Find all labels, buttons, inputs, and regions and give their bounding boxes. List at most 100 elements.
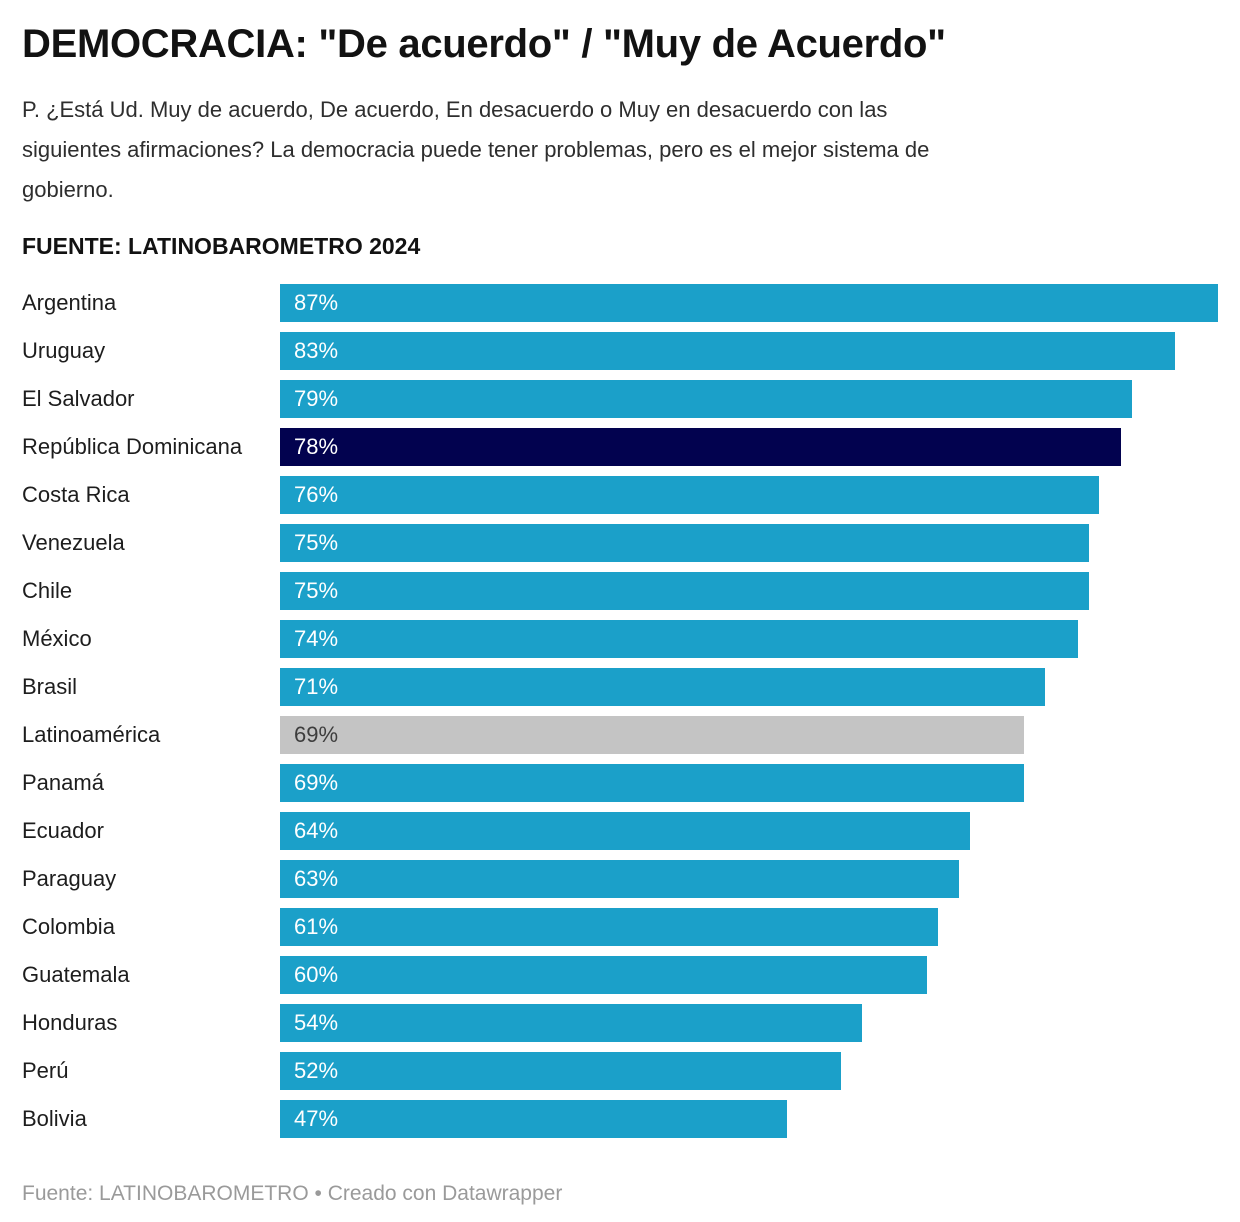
bar: 71% [280,668,1046,706]
category-label: Costa Rica [22,482,130,507]
value-label: 60% [294,962,339,987]
bar: 75% [280,524,1089,562]
bar-area: 78% [280,428,1218,466]
chart-rows: Argentina 87% Uruguay 83% El Salvador 79… [22,284,1218,1138]
chart-row: Paraguay 63% [22,860,1218,898]
bar: 69% [280,716,1024,754]
bar: 79% [280,380,1132,418]
category-label: Latinoamérica [22,722,161,747]
bar-area: 54% [280,1004,1218,1042]
chart-row: Latinoamérica 69% [22,716,1218,754]
value-label: 75% [294,578,339,603]
value-label: 47% [294,1106,339,1131]
bar: 52% [280,1052,841,1090]
value-label: 78% [294,434,339,459]
footer-credit: Fuente: LATINOBAROMETRO • Creado con Dat… [22,1182,563,1205]
chart-row: Guatemala 60% [22,956,1218,994]
category-label: Paraguay [22,866,117,891]
category-label: Brasil [22,674,78,699]
chart-row: Panamá 69% [22,764,1218,802]
bar: 75% [280,572,1089,610]
chart-row: Ecuador 64% [22,812,1218,850]
bar-area: 71% [280,668,1218,706]
bar-area: 64% [280,812,1218,850]
category-label: Perú [22,1058,69,1083]
value-label: 52% [294,1058,339,1083]
bar: 87% [280,284,1218,322]
bar-area: 76% [280,476,1218,514]
bar-area: 75% [280,524,1218,562]
category-label: Chile [22,578,73,603]
value-label: 71% [294,674,339,699]
category-label: República Dominicana [22,434,243,459]
value-label: 69% [294,770,339,795]
description-line: P. ¿Está Ud. Muy de acuerdo, De acuerdo,… [22,97,888,122]
chart-row: Uruguay 83% [22,332,1218,370]
description-line: gobierno. [22,177,114,202]
value-label: 64% [294,818,339,843]
chart-row: Colombia 61% [22,908,1218,946]
bar: 74% [280,620,1078,658]
category-label: El Salvador [22,386,135,411]
page-title: DEMOCRACIA: "De acuerdo" / "Muy de Acuer… [22,22,946,66]
chart-description: P. ¿Está Ud. Muy de acuerdo, De acuerdo,… [22,90,1218,210]
category-label: Colombia [22,914,115,939]
bar-area: 69% [280,764,1218,802]
bar-area: 83% [280,332,1218,370]
chart-row: Chile 75% [22,572,1218,610]
category-label: Honduras [22,1010,118,1035]
chart-row: Bolivia 47% [22,1100,1218,1138]
category-label: Guatemala [22,962,130,987]
value-label: 74% [294,626,339,651]
bar: 76% [280,476,1100,514]
bar-area: 63% [280,860,1218,898]
bar-area: 47% [280,1100,1218,1138]
description-line: siguientes afirmaciones? La democracia p… [22,137,930,162]
chart-row: México 74% [22,620,1218,658]
bar: 61% [280,908,938,946]
chart-row: Brasil 71% [22,668,1218,706]
chart-row: República Dominicana 78% [22,428,1218,466]
bar-area: 87% [280,284,1218,322]
bar-area: 74% [280,620,1218,658]
value-label: 63% [294,866,339,891]
value-label: 54% [294,1010,339,1035]
category-label: Venezuela [22,530,125,555]
bar: 63% [280,860,960,898]
value-label: 69% [294,722,339,747]
bar: 69% [280,764,1024,802]
chart-row: Venezuela 75% [22,524,1218,562]
value-label: 76% [294,482,339,507]
source-heading: FUENTE: LATINOBAROMETRO 2024 [22,233,421,259]
chart-row: Honduras 54% [22,1004,1218,1042]
category-label: Argentina [22,290,117,315]
value-label: 87% [294,290,339,315]
bar: 83% [280,332,1175,370]
category-label: Ecuador [22,818,104,843]
chart-row: El Salvador 79% [22,380,1218,418]
bar: 54% [280,1004,863,1042]
bar: 64% [280,812,971,850]
value-label: 75% [294,530,339,555]
bar: 47% [280,1100,787,1138]
category-label: Panamá [22,770,104,795]
value-label: 79% [294,386,339,411]
bar-chart: Argentina 87% Uruguay 83% El Salvador 79… [22,284,1218,1138]
value-label: 61% [294,914,339,939]
bar-area: 61% [280,908,1218,946]
bar-area: 52% [280,1052,1218,1090]
bar-area: 60% [280,956,1218,994]
bar: 78% [280,428,1121,466]
value-label: 83% [294,338,339,363]
bar-area: 69% [280,716,1218,754]
category-label: Uruguay [22,338,106,363]
bar-area: 75% [280,572,1218,610]
bar-area: 79% [280,380,1218,418]
category-label: México [22,626,92,651]
chart-row: Perú 52% [22,1052,1218,1090]
chart-row: Argentina 87% [22,284,1218,322]
chart-row: Costa Rica 76% [22,476,1218,514]
bar: 60% [280,956,927,994]
category-label: Bolivia [22,1106,87,1131]
